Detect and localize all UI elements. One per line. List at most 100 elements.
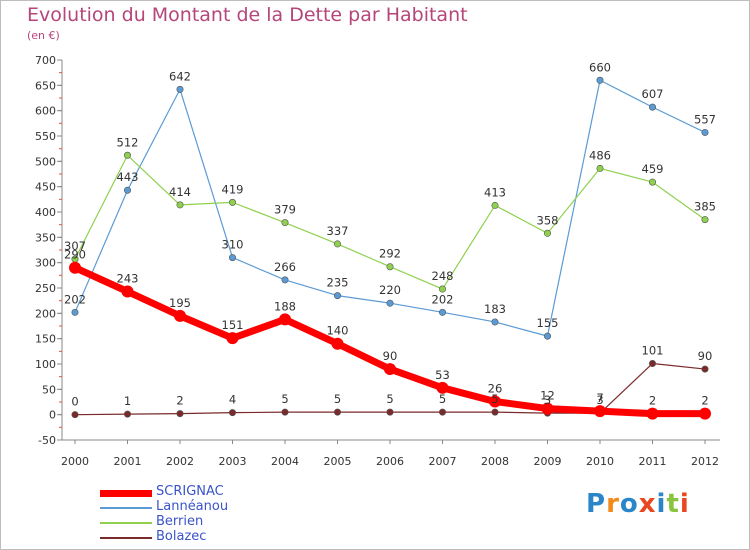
data-point-lanneanou (491, 318, 499, 326)
data-point-berrien (491, 201, 499, 209)
data-point-bolazec (333, 408, 341, 416)
legend-swatch (100, 507, 152, 509)
data-label-berrien: 379 (274, 203, 296, 217)
data-point-lanneanou (596, 76, 604, 84)
data-label-lanneanou: 607 (642, 87, 664, 101)
data-label-scrignac: 12 (540, 389, 555, 403)
logo-letter: r (606, 489, 620, 519)
data-point-berrien (438, 285, 446, 293)
data-label-bolazec: 5 (386, 392, 393, 406)
data-label-berrien: 459 (642, 162, 664, 176)
data-point-berrien (701, 216, 709, 224)
data-point-berrien (386, 263, 394, 271)
data-label-lanneanou: 235 (327, 276, 349, 290)
y-tick-label: 300 (35, 257, 56, 270)
data-point-bolazec (281, 408, 289, 416)
x-tick-label: 2010 (586, 455, 614, 468)
data-label-lanneanou: 202 (432, 292, 454, 306)
data-point-scrignac (594, 405, 606, 418)
y-tick-label: 450 (35, 181, 56, 194)
data-point-lanneanou (648, 103, 656, 111)
data-point-berrien (333, 240, 341, 248)
data-label-berrien: 307 (64, 239, 86, 253)
data-point-scrignac (331, 337, 344, 350)
data-label-scrignac: 53 (435, 368, 450, 382)
x-tick-label: 2012 (691, 455, 719, 468)
data-point-berrien (176, 201, 184, 209)
logo-letter: o (619, 489, 639, 519)
data-point-scrignac (541, 402, 554, 415)
data-label-berrien: 385 (694, 200, 716, 214)
data-point-scrignac (699, 407, 711, 420)
y-tick-label: 250 (35, 282, 56, 295)
data-label-scrignac: 7 (596, 391, 603, 405)
x-tick-label: 2002 (166, 455, 194, 468)
y-tick-label: 650 (35, 79, 56, 92)
data-point-lanneanou (333, 292, 341, 300)
y-tick-label: 200 (35, 307, 56, 320)
y-tick-label: -50 (38, 434, 56, 447)
data-label-lanneanou: 310 (222, 238, 244, 252)
x-tick-label: 2009 (534, 455, 562, 468)
data-point-berrien (281, 219, 289, 227)
axes: 7006506005505004504003503002502001501005… (35, 54, 720, 468)
data-point-lanneanou (176, 85, 184, 93)
data-label-berrien: 248 (432, 269, 454, 283)
data-point-scrignac (226, 332, 239, 345)
data-label-lanneanou: 443 (117, 170, 139, 184)
data-label-scrignac: 140 (327, 324, 349, 338)
x-tick-label: 2003 (219, 455, 247, 468)
data-point-bolazec (701, 365, 709, 373)
data-label-lanneanou: 202 (64, 292, 86, 306)
logo-letter: i (656, 489, 667, 519)
data-point-berrien (596, 164, 604, 172)
data-point-berrien (648, 178, 656, 186)
y-tick-label: 400 (35, 206, 56, 219)
data-label-scrignac: 90 (383, 349, 398, 363)
legend-swatch (100, 522, 152, 524)
data-label-scrignac: 243 (117, 272, 139, 286)
data-label-lanneanou: 155 (537, 316, 559, 330)
data-point-scrignac (279, 313, 291, 326)
data-label-bolazec: 1 (124, 394, 131, 408)
y-tick-label: 500 (35, 155, 56, 168)
series-layer (69, 76, 711, 420)
legend-label: Lannéanou (156, 499, 229, 514)
data-point-scrignac (174, 309, 186, 322)
y-tick-label: 50 (42, 383, 56, 396)
data-label-bolazec: 3 (544, 393, 551, 407)
data-point-lanneanou (438, 308, 446, 316)
proxiti-logo: Proxiti (586, 489, 690, 519)
x-tick-label: 2005 (324, 455, 352, 468)
data-label-berrien: 414 (169, 185, 191, 199)
data-point-bolazec (176, 410, 184, 418)
y-tick-label: 700 (35, 54, 56, 67)
data-label-bolazec: 3 (596, 393, 603, 407)
data-point-scrignac (646, 407, 659, 420)
data-label-lanneanou: 642 (169, 69, 191, 83)
data-point-scrignac (121, 285, 134, 298)
data-point-scrignac (436, 381, 449, 394)
y-tick-label: 0 (49, 409, 56, 422)
data-point-lanneanou (281, 276, 289, 284)
logo-letter: x (638, 489, 657, 519)
data-label-lanneanou: 266 (274, 260, 296, 274)
data-label-scrignac: 151 (222, 318, 244, 332)
chart-title: Evolution du Montant de la Dette par Hab… (27, 4, 468, 26)
data-label-lanneanou: 660 (589, 60, 611, 74)
data-label-bolazec: 5 (334, 392, 341, 406)
data-label-scrignac: 290 (64, 248, 86, 262)
data-labels-layer: 2024436423102662352202021831556606075573… (64, 60, 716, 408)
data-label-scrignac: 26 (488, 381, 503, 395)
data-point-bolazec (124, 410, 132, 418)
legend-swatch (100, 489, 152, 497)
data-point-bolazec (438, 408, 446, 416)
data-label-berrien: 413 (484, 185, 506, 199)
data-point-lanneanou (701, 128, 709, 136)
data-label-scrignac: 188 (274, 299, 296, 313)
x-tick-label: 2000 (61, 455, 89, 468)
data-point-berrien (124, 151, 132, 159)
data-label-bolazec: 5 (491, 392, 498, 406)
data-label-bolazec: 2 (176, 394, 183, 408)
